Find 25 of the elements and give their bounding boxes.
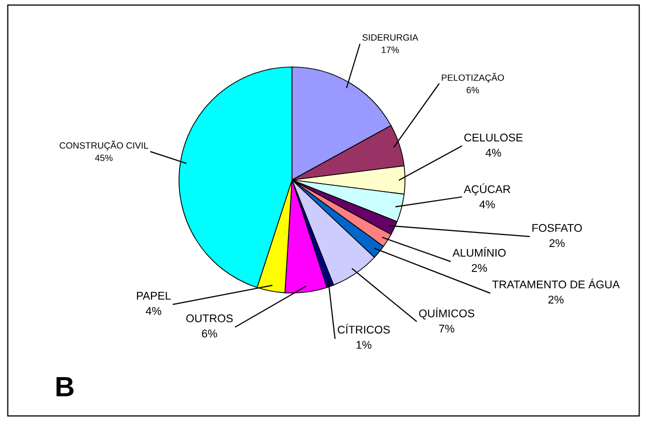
slice-label: CÍTRICOS [338,324,390,334]
slice-label: OUTROS [186,314,233,322]
slice-label: ALUMÍNIO [452,247,506,257]
data-label: 2% [472,264,487,272]
slice-label: AÇÚCAR [464,183,510,196]
data-label: 4% [486,148,502,157]
slice-label: FOSFATO [532,224,582,232]
slice-label: PAPEL [136,292,171,300]
slice-label: CONSTRUÇÃO CIVIL [60,140,148,150]
data-label: 1% [356,340,372,349]
slice-label: PELOTIZAÇÃO [442,72,504,83]
data-label: 7% [439,324,454,332]
text: B [56,377,74,396]
data-label: 2% [548,296,564,304]
data-label: 6% [202,330,218,338]
slice-label: QUÍMICOS [419,308,474,320]
data-label: 4% [479,200,495,208]
data-label: 6% [466,86,479,94]
data-label: 4% [146,307,162,315]
slice-label: SIDERURGIA [362,34,418,41]
data-label: 45% [95,154,113,162]
slice-label: TRATAMENTO DE ÁGUA [492,278,620,288]
data-label: 2% [550,239,565,248]
slice-label: CELULOSE [464,134,523,142]
data-label: 17% [382,46,399,53]
